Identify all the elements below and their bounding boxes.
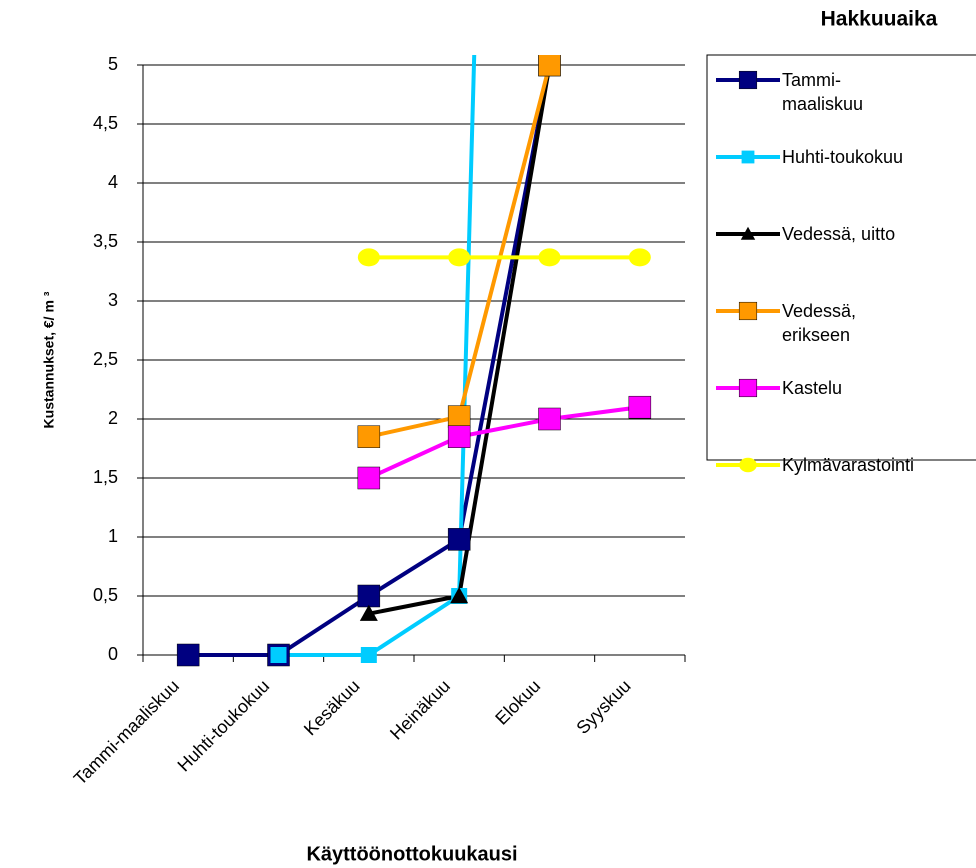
legend-item: Kylmävarastointi bbox=[712, 453, 915, 477]
marker bbox=[447, 425, 471, 448]
marker bbox=[739, 457, 757, 473]
marker bbox=[450, 587, 469, 604]
marker bbox=[740, 226, 756, 240]
y-tick-label: 2,5 bbox=[93, 349, 118, 369]
legend-label: Kylmävarastointi bbox=[782, 455, 915, 475]
marker bbox=[738, 70, 758, 90]
x-tick-label: Kesäkuu bbox=[300, 676, 364, 740]
y-axis-label: Kustannukset, €/ m ³ bbox=[41, 291, 57, 428]
y-tick-label: 1 bbox=[108, 526, 118, 546]
marker bbox=[359, 604, 378, 621]
legend-label: Vedessä, uitto bbox=[782, 224, 896, 244]
marker bbox=[360, 647, 377, 663]
marker bbox=[741, 150, 755, 164]
x-axis-label: Käyttöönottokuukausi bbox=[306, 843, 517, 865]
x-tick-label: Heinäkuu bbox=[386, 676, 454, 744]
x-tick-label: Elokuu bbox=[491, 676, 544, 729]
marker bbox=[357, 425, 381, 448]
marker bbox=[357, 584, 381, 608]
legend-item: Vedessä, uitto bbox=[712, 222, 904, 246]
marker bbox=[357, 466, 381, 490]
marker bbox=[538, 248, 561, 267]
marker bbox=[447, 405, 471, 428]
y-tick-label: 3 bbox=[108, 290, 118, 310]
legend-item: Huhti-toukokuu bbox=[712, 145, 904, 169]
series-line bbox=[368, 405, 641, 480]
legend-swatch bbox=[716, 226, 780, 240]
x-tick-label: Syyskuu bbox=[572, 676, 634, 738]
y-tick-label: 0 bbox=[108, 644, 118, 664]
legend-swatch bbox=[716, 457, 780, 473]
marker bbox=[628, 395, 652, 419]
legend-swatch bbox=[716, 301, 780, 321]
legend-item: Tammi-maaliskuu bbox=[712, 68, 904, 116]
y-tick-label: 5 bbox=[108, 54, 118, 74]
plot-area bbox=[176, 55, 652, 667]
legend-swatch bbox=[716, 378, 780, 398]
legend-title: Hakkuuaika bbox=[821, 8, 938, 31]
y-tick-label: 4 bbox=[108, 172, 118, 192]
y-tick-label: 0,5 bbox=[93, 585, 118, 605]
marker bbox=[738, 378, 758, 398]
marker bbox=[538, 55, 561, 77]
marker bbox=[538, 407, 561, 431]
series-line bbox=[278, 55, 477, 657]
legend-swatch bbox=[716, 70, 780, 90]
legend-label: Vedessä, erikseen bbox=[782, 301, 857, 345]
legend-item: Kastelu bbox=[712, 376, 904, 400]
y-tick-label: 4,5 bbox=[93, 113, 118, 133]
y-tick-label: 3,5 bbox=[93, 231, 118, 251]
marker bbox=[357, 248, 380, 267]
marker bbox=[447, 528, 471, 551]
legend-label: Tammi-maaliskuu bbox=[782, 70, 864, 114]
marker bbox=[628, 248, 651, 267]
legend-swatch bbox=[716, 150, 780, 164]
legend-item: Vedessä, erikseen bbox=[712, 299, 904, 347]
x-tick-label: Huhti-toukokuu bbox=[174, 676, 274, 776]
marker bbox=[738, 301, 758, 321]
y-tick-label: 2 bbox=[108, 408, 118, 428]
legend-label: Huhti-toukokuu bbox=[782, 147, 904, 167]
legend-label: Kastelu bbox=[782, 378, 843, 398]
x-tick-label: Tammi-maaliskuu bbox=[70, 676, 183, 789]
marker bbox=[270, 647, 287, 663]
y-tick-label: 1,5 bbox=[93, 467, 118, 487]
marker bbox=[176, 643, 200, 667]
marker bbox=[448, 248, 471, 267]
